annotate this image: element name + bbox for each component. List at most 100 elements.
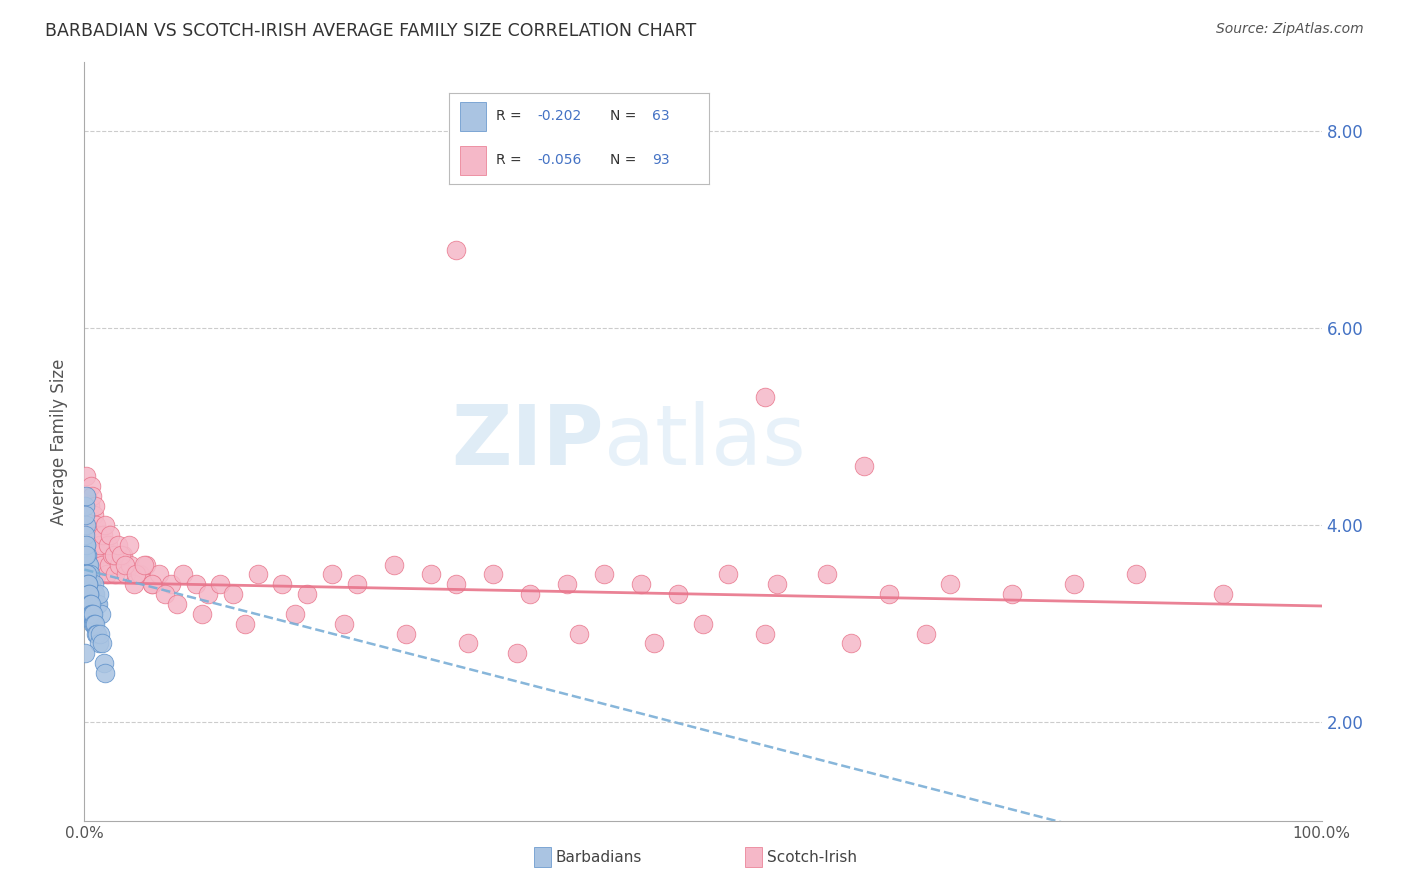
Point	[97, 538, 120, 552]
Point	[75, 538, 97, 552]
Point	[89, 587, 111, 601]
Point	[295, 587, 318, 601]
Point	[79, 577, 101, 591]
Point	[80, 597, 103, 611]
Point	[75, 499, 97, 513]
Point	[73, 548, 96, 562]
Point	[457, 636, 479, 650]
Point	[191, 607, 214, 621]
Point	[122, 577, 145, 591]
Point	[77, 558, 100, 572]
Point	[1001, 587, 1024, 601]
Point	[83, 616, 105, 631]
Point	[79, 567, 101, 582]
Point	[83, 577, 105, 591]
Point	[852, 459, 875, 474]
Point	[108, 558, 131, 572]
Point	[271, 577, 294, 591]
Point	[120, 558, 142, 572]
Point	[84, 518, 107, 533]
Point	[80, 587, 103, 601]
Text: atlas: atlas	[605, 401, 806, 482]
Point	[1212, 587, 1234, 601]
Point	[79, 597, 101, 611]
Point	[593, 567, 616, 582]
Point	[148, 567, 170, 582]
Point	[94, 518, 117, 533]
Point	[246, 567, 269, 582]
Point	[75, 567, 97, 582]
Point	[80, 587, 103, 601]
Point	[91, 528, 114, 542]
Point	[76, 567, 98, 582]
Point	[555, 577, 578, 591]
Point	[754, 390, 776, 404]
Point	[77, 567, 100, 582]
Point	[82, 489, 104, 503]
Point	[79, 538, 101, 552]
Point	[519, 587, 541, 601]
Point	[79, 499, 101, 513]
Point	[79, 607, 101, 621]
Bar	[745, 847, 762, 867]
Point	[83, 558, 105, 572]
Y-axis label: Average Family Size: Average Family Size	[51, 359, 69, 524]
Point	[75, 489, 97, 503]
Point	[76, 577, 98, 591]
Point	[914, 626, 936, 640]
Point	[75, 469, 97, 483]
Point	[79, 587, 101, 601]
Point	[77, 587, 100, 601]
Point	[83, 616, 105, 631]
Point	[76, 587, 98, 601]
Point	[80, 548, 103, 562]
Point	[114, 558, 136, 572]
Point	[939, 577, 962, 591]
Point	[132, 558, 155, 572]
Point	[75, 518, 97, 533]
Point	[90, 558, 112, 572]
Point	[96, 567, 118, 582]
Point	[129, 567, 152, 582]
Point	[76, 577, 98, 591]
Point	[382, 558, 405, 572]
Point	[84, 626, 107, 640]
Point	[83, 587, 105, 601]
Point	[395, 626, 418, 640]
Point	[89, 538, 111, 552]
Point	[75, 558, 97, 572]
Point	[76, 489, 98, 503]
Point	[877, 587, 900, 601]
Point	[1125, 567, 1147, 582]
Point	[717, 567, 740, 582]
Point	[222, 587, 245, 601]
Point	[233, 616, 256, 631]
Point	[419, 567, 441, 582]
Point	[141, 577, 163, 591]
Point	[76, 518, 98, 533]
Point	[75, 538, 97, 552]
Point	[77, 597, 100, 611]
Bar	[534, 847, 551, 867]
Point	[141, 577, 163, 591]
Point	[135, 558, 157, 572]
Point	[172, 567, 194, 582]
Point	[766, 577, 789, 591]
Point	[197, 587, 219, 601]
Point	[118, 538, 141, 552]
Point	[86, 567, 108, 582]
Point	[98, 558, 121, 572]
Point	[82, 616, 104, 631]
Point	[77, 567, 100, 582]
Point	[89, 626, 111, 640]
Point	[77, 597, 100, 611]
Point	[333, 616, 356, 631]
Point	[76, 558, 98, 572]
Point	[209, 577, 232, 591]
Point	[75, 508, 97, 523]
Point	[77, 577, 100, 591]
Point	[82, 587, 104, 601]
Point	[666, 587, 689, 601]
Point	[98, 528, 121, 542]
Point	[84, 538, 107, 552]
